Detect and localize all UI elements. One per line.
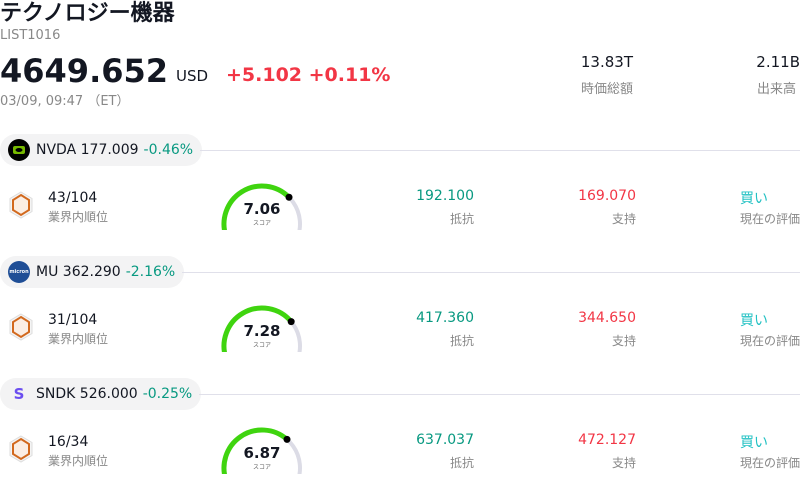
divider [200,150,800,151]
index-price: 4649.652 [0,52,169,90]
list-code: LIST1016 [0,28,61,43]
resistance-label: 抵抗 [449,212,474,226]
resistance-label: 抵抗 [449,456,474,470]
score-gauge [216,424,308,484]
rating-label: 現在の評価 [740,456,800,470]
support-label: 支持 [611,334,636,348]
support-value: 169.070 [578,188,636,204]
stock-price: 177.009 [80,142,139,158]
volume-label: 出来高 [756,82,796,97]
score-label: スコア [252,220,271,227]
timestamp: 03/09, 09:47 （ET） [0,94,130,109]
rating-label: 現在の評価 [740,212,800,226]
score-value: 6.87 [243,444,281,462]
stock-price: 526.000 [79,386,138,402]
hexagon-rank-icon [8,434,34,468]
stock-symbol: MU [36,264,59,280]
micron-logo-icon: micron [8,261,30,283]
stock-pill[interactable]: NVDA 177.009 -0.46% [0,134,203,166]
stock-change: -0.46% [143,142,194,158]
divider [182,272,800,273]
stock-section-mu: micron MU 362.290 -2.16% 31/104 業界内順位 7.28… [0,256,800,378]
market-cap-label: 時価総額 [580,82,633,97]
support-label: 支持 [611,456,636,470]
support-value: 472.127 [578,432,636,448]
currency: USD [176,67,209,85]
support-label: 支持 [611,212,636,226]
price-change: +5.102 +0.11% [226,64,391,86]
stock-symbol: NVDA [36,142,77,158]
resistance-value: 192.100 [416,188,474,204]
hexagon-rank-icon [8,190,34,224]
nvidia-logo-icon [8,139,30,161]
resistance-value: 417.360 [416,310,474,326]
industry-rank: 43/104 [48,190,98,206]
gauge-fill [221,427,290,484]
gauge-marker [287,318,295,326]
stock-price: 362.290 [62,264,121,280]
gauge-marker [283,435,291,443]
gauge-fill [221,305,294,362]
score-label: スコア [252,342,271,349]
score-gauge [216,302,308,362]
industry-rank-label: 業界内順位 [48,454,109,468]
stock-change: -0.25% [142,386,193,402]
industry-rank: 16/34 [48,434,89,450]
stock-section-sndk: S SNDK 526.000 -0.25% 16/34 業界内順位 6.87 スコア… [0,378,800,500]
stock-pill[interactable]: micron MU 362.290 -2.16% [0,256,185,288]
stock-section-nvda: NVDA 177.009 -0.46% 43/104 業界内順位 7.06 スコア… [0,134,800,256]
industry-rank-label: 業界内順位 [48,210,109,224]
stock-pill[interactable]: S SNDK 526.000 -0.25% [0,378,202,410]
industry-rank: 31/104 [48,312,98,328]
stock-change: -2.16% [125,264,176,280]
sandisk-logo-icon: S [13,385,25,403]
rating-value: 買い [740,435,768,451]
hexagon-rank-icon [8,312,34,346]
page-title: テクノロジー機器 [0,1,175,26]
gauge-marker [285,193,293,201]
resistance-label: 抵抗 [449,334,474,348]
score-gauge [216,180,308,240]
rating-value: 買い [740,313,768,329]
support-value: 344.650 [578,310,636,326]
score-label: スコア [252,464,271,471]
divider [199,394,800,395]
volume-value: 2.11B [756,53,800,71]
score-value: 7.28 [243,322,281,340]
rating-label: 現在の評価 [740,334,800,348]
score-value: 7.06 [243,200,281,218]
industry-rank-label: 業界内順位 [48,332,109,346]
market-cap-value: 13.83T [580,53,633,71]
resistance-value: 637.037 [416,432,474,448]
stock-symbol: SNDK [36,386,76,402]
gauge-fill [221,183,292,240]
rating-value: 買い [740,191,768,207]
